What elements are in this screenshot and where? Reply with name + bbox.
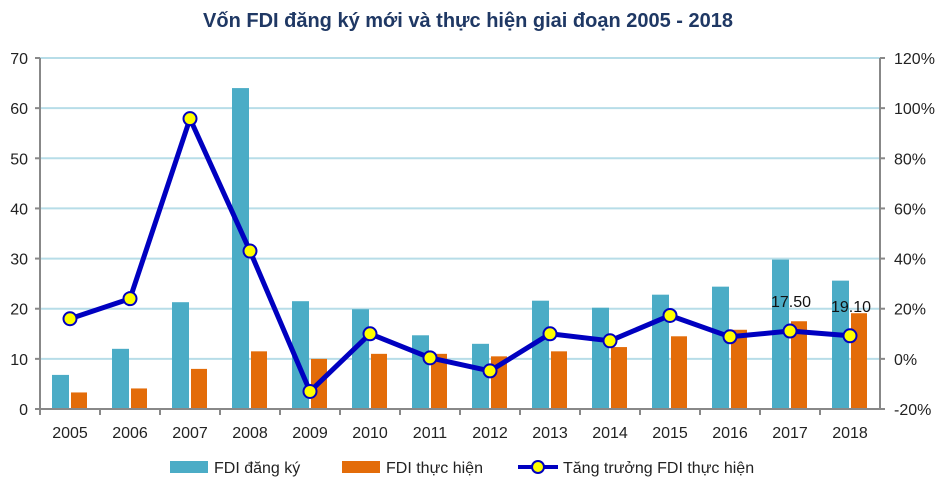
x-tick-label: 2006 [112, 425, 148, 442]
x-tick-label: 2005 [52, 425, 88, 442]
y-tick-label: 60 [10, 101, 28, 118]
y2-tick-label: 120% [894, 51, 935, 68]
bar-realized [671, 336, 687, 409]
bar-realized [551, 351, 567, 409]
x-tick-label: 2014 [592, 425, 628, 442]
bar-registered [712, 286, 729, 409]
growth-marker [362, 326, 378, 342]
growth-marker [422, 350, 438, 366]
bar-realized [71, 392, 87, 409]
growth-marker [122, 291, 138, 307]
x-tick-label: 2012 [472, 425, 508, 442]
bar-registered [532, 300, 549, 409]
y-tick-label: 70 [10, 51, 28, 68]
growth-marker [662, 307, 678, 323]
y2-tick-label: 100% [894, 101, 935, 118]
bar-realized [131, 388, 147, 409]
legend-swatch-growth-marker [531, 460, 545, 474]
growth-marker [482, 363, 498, 379]
growth-marker [302, 383, 318, 399]
x-tick-label: 2018 [832, 425, 868, 442]
growth-marker [722, 329, 738, 345]
y2-tick-label: 20% [894, 302, 926, 319]
x-tick-label: 2015 [652, 425, 688, 442]
bar-realized [611, 347, 627, 409]
legend-swatch-registered [170, 461, 208, 473]
y-tick-label: 50 [10, 151, 28, 168]
y-tick-label: 30 [10, 252, 28, 269]
y2-tick-label: -20% [894, 402, 931, 419]
legend-label-registered: FDI đăng ký [214, 460, 300, 477]
x-tick-label: 2017 [772, 425, 808, 442]
bar-registered [352, 309, 369, 409]
bar-registered [472, 343, 489, 409]
y2-tick-label: 40% [894, 252, 926, 269]
bar-registered [592, 307, 609, 409]
data-label: 17.50 [771, 294, 811, 311]
bar-registered [412, 335, 429, 409]
x-tick-label: 2009 [292, 425, 328, 442]
bar-realized [371, 353, 387, 409]
y2-tick-label: 0% [894, 352, 917, 369]
growth-marker [182, 111, 198, 127]
bar-registered [172, 302, 189, 409]
y-tick-label: 10 [10, 352, 28, 369]
x-tick-label: 2013 [532, 425, 568, 442]
bar-registered [832, 280, 849, 409]
bar-realized [191, 368, 207, 409]
bar-realized [791, 321, 807, 409]
bar-realized [251, 351, 267, 409]
y2-tick-label: 60% [894, 201, 926, 218]
chart-title: Vốn FDI đăng ký mới và thực hiện giai đo… [203, 10, 733, 32]
growth-marker [842, 328, 858, 344]
growth-marker [542, 326, 558, 342]
bar-registered [112, 348, 129, 409]
legend-swatch-realized [342, 461, 380, 473]
y-tick-label: 40 [10, 201, 28, 218]
growth-marker [602, 333, 618, 349]
x-tick-label: 2016 [712, 425, 748, 442]
legend-label-realized: FDI thực hiện [386, 460, 483, 477]
growth-line [69, 116, 851, 394]
y-tick-label: 20 [10, 302, 28, 319]
y2-tick-label: 80% [894, 151, 926, 168]
x-tick-label: 2010 [352, 425, 388, 442]
growth-marker [242, 243, 258, 259]
x-tick-label: 2008 [232, 425, 268, 442]
y-tick-label: 0 [19, 402, 28, 419]
x-tick-label: 2007 [172, 425, 208, 442]
x-tick-label: 2011 [413, 425, 448, 442]
bar-realized [731, 329, 747, 409]
growth-marker [62, 311, 78, 327]
growth-marker [782, 323, 798, 339]
bar-realized [851, 313, 867, 409]
bar-registered [232, 88, 249, 409]
bar-registered [52, 374, 69, 409]
bar-realized [431, 353, 447, 409]
legend-label-growth: Tăng trưởng FDI thực hiện [563, 460, 754, 477]
data-label: 19.10 [831, 299, 871, 316]
